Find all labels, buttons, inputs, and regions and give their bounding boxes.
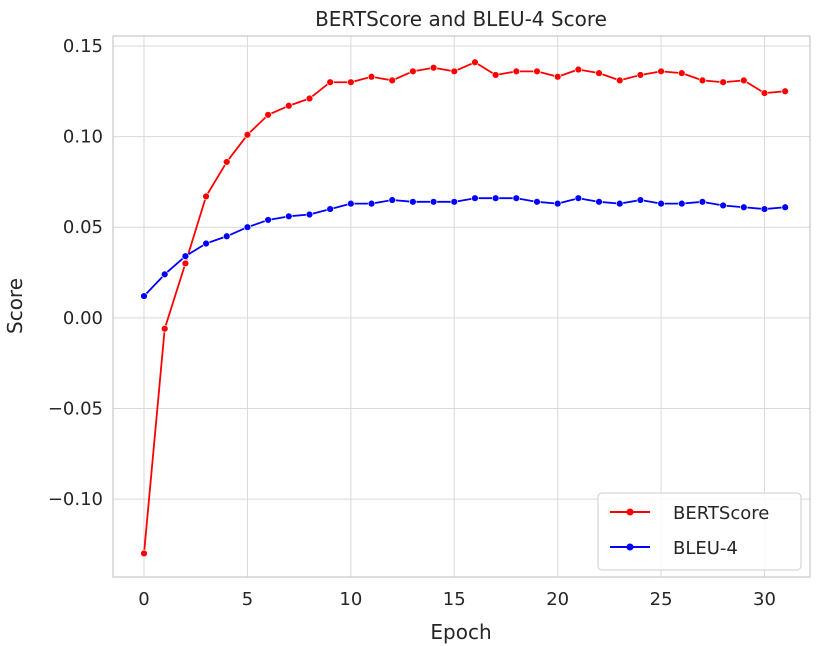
y-tick-label: −0.10 [48, 489, 103, 510]
series-line-bertscore [143, 61, 786, 554]
data-point-bertscore [243, 131, 252, 139]
data-point-bleu4 [471, 194, 479, 202]
data-point-bleu4 [553, 199, 562, 208]
data-point-bleu4 [367, 199, 376, 208]
data-point-bertscore [264, 111, 272, 119]
data-point-bleu4 [140, 292, 148, 300]
series-lines [140, 58, 789, 558]
data-point-bertscore [616, 76, 624, 85]
data-point-bertscore [760, 89, 769, 97]
data-point-bertscore [595, 69, 603, 77]
data-point-bleu4 [760, 205, 769, 213]
data-point-bleu4 [781, 203, 789, 211]
data-point-bertscore [740, 76, 748, 85]
tick-labels: 0 5 10 15 20 25 30 −0.10 −0.05 0.00 0.05 0.10 0.15 [48, 36, 776, 610]
data-point-bleu4 [347, 199, 355, 208]
x-tick-label: 25 [650, 589, 673, 610]
data-point-bleu4 [285, 212, 293, 221]
x-tick-label: 10 [339, 589, 362, 610]
data-point-bertscore [181, 259, 190, 268]
data-point-bleu4 [657, 199, 665, 208]
data-point-bertscore [719, 78, 727, 86]
data-point-bleu4 [595, 198, 603, 206]
data-point-bertscore [429, 64, 438, 72]
data-point-bleu4 [450, 198, 458, 206]
data-point-bertscore [574, 65, 583, 74]
y-tick-label: 0.15 [63, 36, 103, 57]
data-point-bertscore [678, 69, 686, 77]
data-point-bertscore [512, 67, 521, 76]
y-tick-label: 0.10 [63, 127, 103, 148]
data-point-bleu4 [161, 270, 169, 279]
data-point-bertscore [140, 549, 148, 558]
data-point-bleu4 [533, 198, 541, 206]
data-point-bleu4 [223, 232, 231, 240]
x-tick-label: 0 [138, 589, 149, 610]
data-point-bleu4 [678, 199, 686, 208]
y-tick-label: 0.00 [63, 308, 103, 329]
y-tick-label: 0.05 [63, 217, 103, 238]
x-tick-label: 20 [546, 589, 569, 610]
data-point-bleu4 [202, 239, 210, 248]
data-point-bertscore [285, 102, 293, 110]
data-point-bertscore [367, 73, 376, 81]
data-point-bleu4 [388, 196, 396, 204]
y-axis-label: Score [3, 278, 27, 334]
data-point-bertscore [698, 76, 707, 85]
x-tick-label: 30 [753, 589, 776, 610]
data-point-bertscore [388, 76, 396, 85]
y-tick-label: −0.05 [48, 398, 103, 419]
data-point-bertscore [533, 67, 541, 76]
data-point-bleu4 [409, 198, 417, 206]
grid [113, 36, 810, 577]
data-point-bleu4 [264, 216, 272, 224]
legend-marker-bleu4 [626, 543, 634, 551]
x-axis-label: Epoch [430, 620, 491, 644]
data-point-bleu4 [616, 199, 624, 208]
data-point-bleu4 [740, 203, 748, 211]
data-point-bleu4 [719, 201, 727, 210]
data-point-bleu4 [305, 210, 314, 219]
legend-label-bertscore: BERTScore [673, 503, 769, 524]
data-point-bertscore [636, 71, 645, 79]
plot-frame [112, 35, 811, 578]
data-point-bertscore [450, 67, 458, 76]
data-point-bertscore [347, 78, 355, 86]
data-point-bertscore [553, 73, 562, 81]
data-point-bleu4 [429, 198, 438, 206]
data-point-bertscore [223, 158, 231, 166]
data-point-bertscore [491, 71, 500, 79]
legend-item-bleu4: BLEU-4 [610, 538, 738, 559]
data-point-bertscore [657, 67, 665, 76]
data-point-bleu4 [181, 252, 190, 260]
legend-marker-bertscore [626, 508, 634, 516]
x-tick-label: 5 [242, 589, 253, 610]
data-point-bleu4 [574, 194, 583, 202]
data-point-bleu4 [326, 205, 334, 213]
legend: BERTScore BLEU-4 [597, 492, 802, 571]
data-point-bertscore [471, 58, 479, 66]
legend-item-bertscore: BERTScore [610, 503, 769, 524]
data-point-bertscore [781, 87, 789, 95]
data-point-bleu4 [698, 198, 707, 206]
data-point-bertscore [326, 78, 334, 86]
data-point-bertscore [161, 325, 169, 333]
data-point-bleu4 [491, 194, 500, 202]
data-point-bertscore [202, 192, 210, 201]
chart-title: BERTScore and BLEU-4 Score [315, 7, 607, 31]
data-point-bleu4 [512, 194, 521, 202]
series-line-bleu4 [143, 197, 786, 297]
data-point-bleu4 [243, 223, 252, 231]
legend-label-bleu4: BLEU-4 [673, 538, 738, 559]
data-point-bertscore [305, 94, 314, 103]
data-point-bleu4 [636, 196, 645, 204]
x-tick-label: 15 [443, 589, 466, 610]
data-point-bertscore [409, 67, 417, 76]
